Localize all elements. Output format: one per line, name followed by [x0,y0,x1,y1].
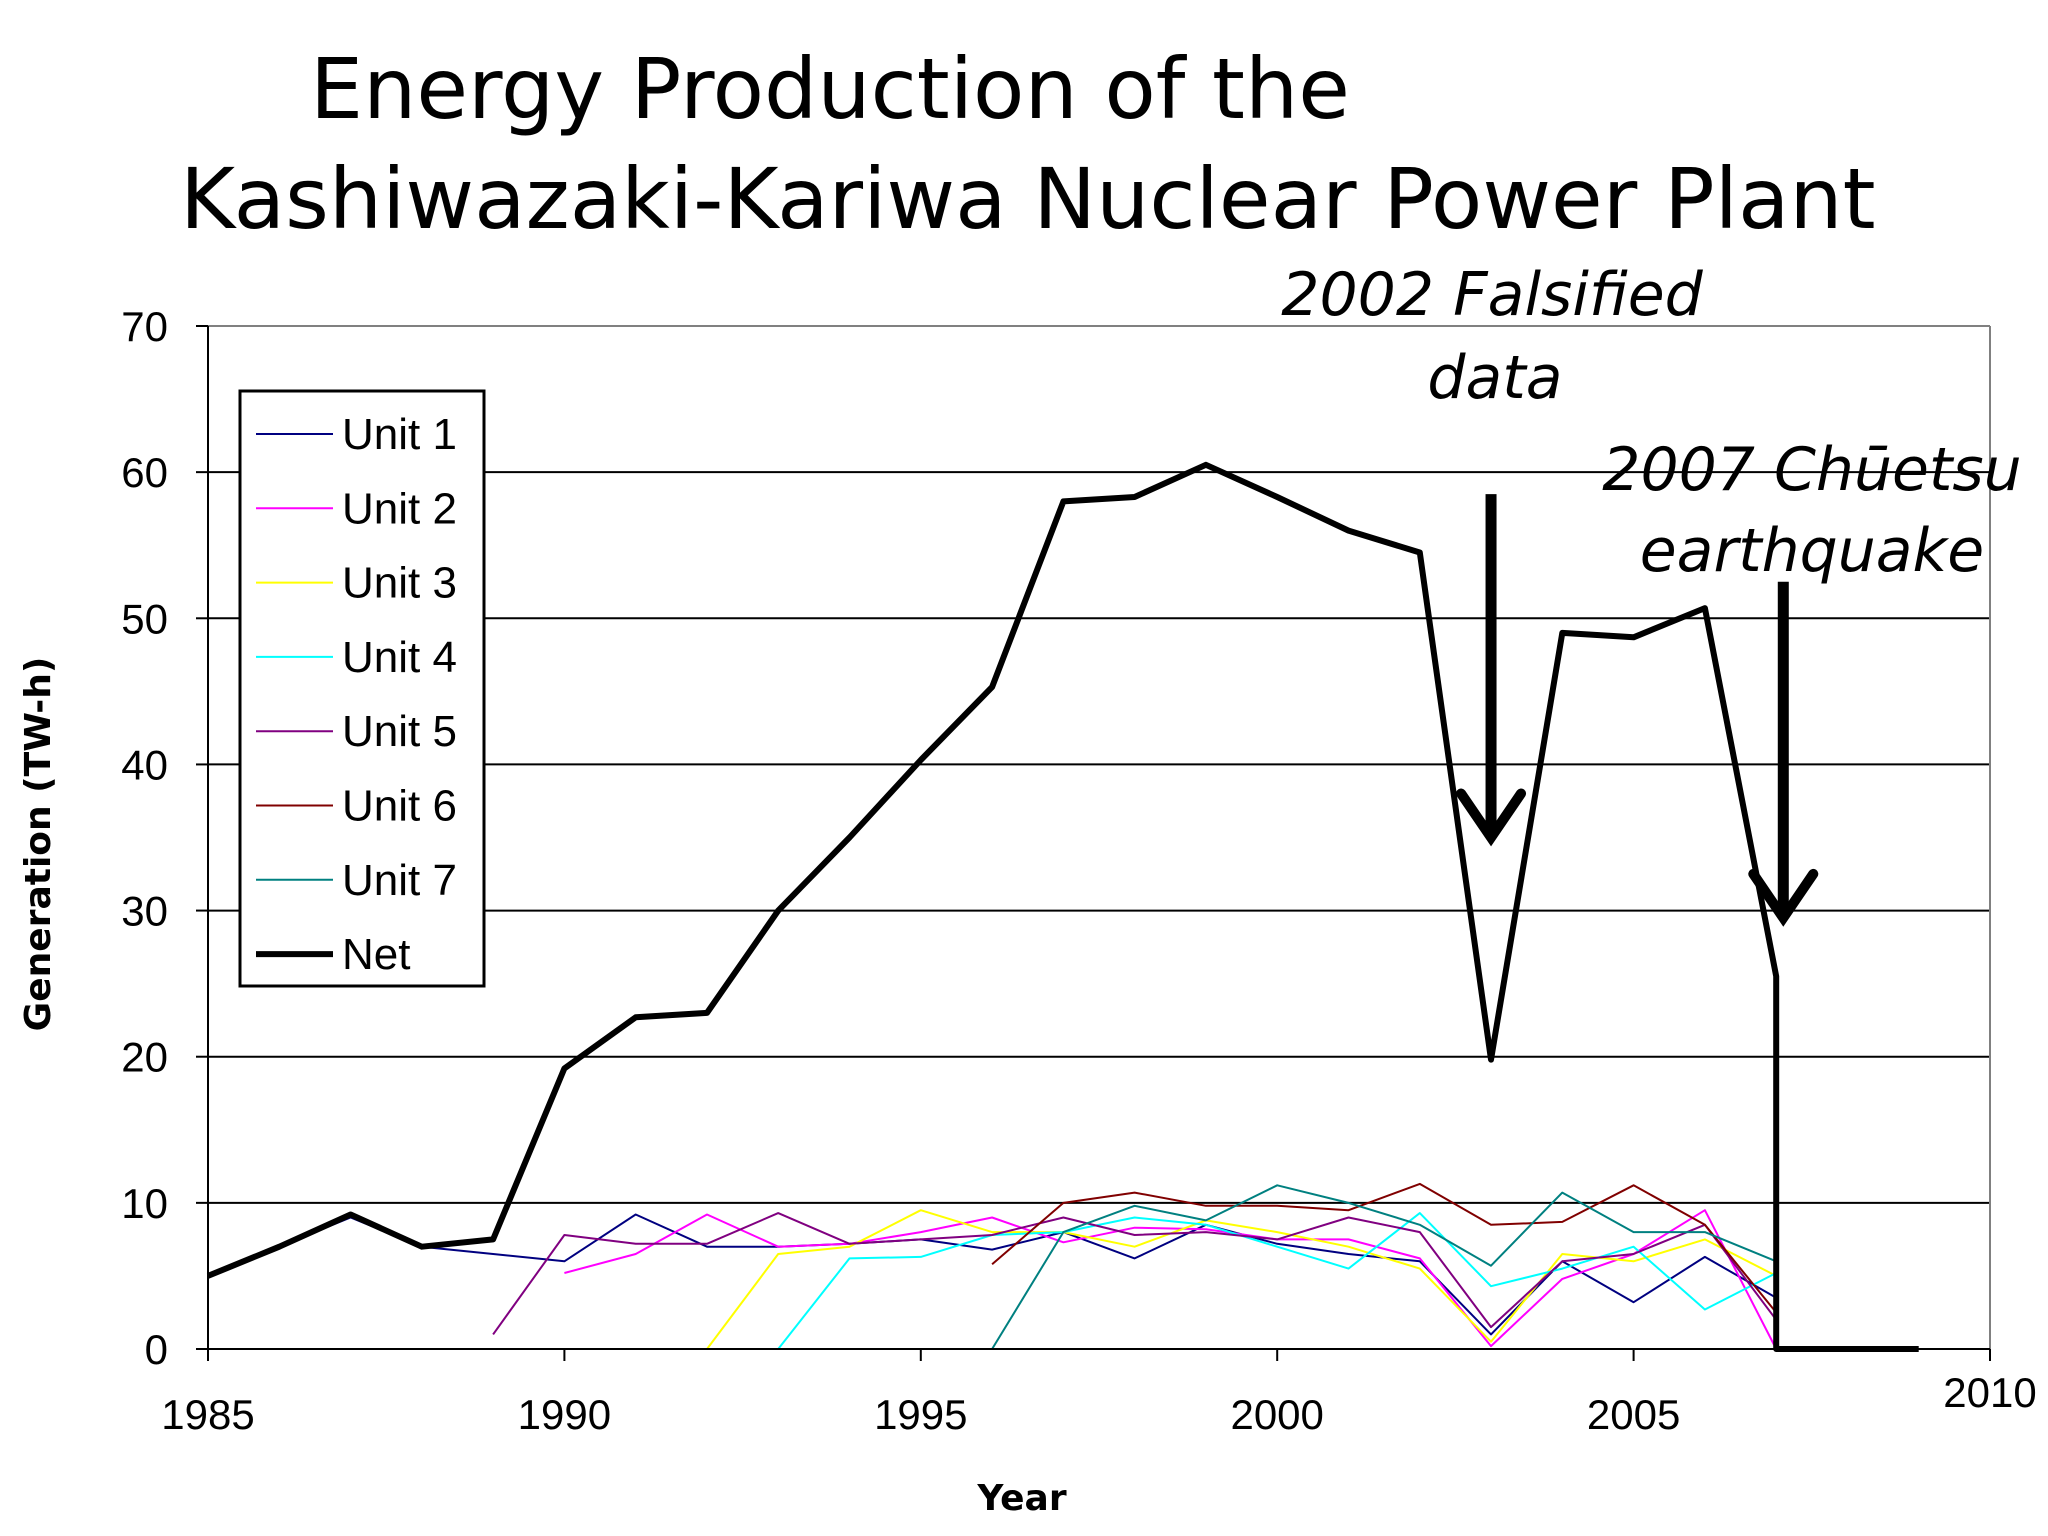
series-line-unit-1 [207,1213,1777,1336]
x-tick-label-2000: 2000 [1230,1391,1323,1438]
series-line-unit-7 [991,1184,1777,1350]
legend-label-unit-1: Unit 1 [342,410,457,459]
chart-title: Energy Production of the Kashiwazaki-Kar… [180,40,1876,248]
y-tick-label-0: 0 [145,1326,168,1373]
series-line-unit-3 [706,1209,1777,1350]
y-tick-label-60: 60 [121,449,168,496]
series-line-net [206,461,1919,1352]
legend-label-unit-5: Unit 5 [342,707,457,756]
legend-label-unit-7: Unit 7 [342,856,457,905]
legend-box [238,389,486,988]
legend-label-unit-3: Unit 3 [342,559,457,608]
series-line-unit-6 [991,1182,1777,1314]
y-tick-label-10: 10 [121,1180,168,1227]
annotation-text-2-line-2: earthquake [1640,516,1984,586]
series-lines [206,461,1919,1352]
y-tick-label-20: 20 [121,1034,168,1081]
legend-label-unit-4: Unit 4 [342,633,457,682]
chart-title-line-2: Kashiwazaki-Kariwa Nuclear Power Plant [180,150,1876,248]
x-tick-label-2005: 2005 [1587,1391,1680,1438]
y-tick-label-30: 30 [121,888,168,935]
x-tick-label-2010: 2010 [1943,1369,2036,1416]
annotation-text-1-line-2: data [1427,343,1562,413]
annotation-text-1-line-1: 2002 Falsified [1281,260,1703,330]
axes: 0 10 20 30 40 50 60 70 1985 1990 1995 2000 2005 2010 [121,303,2036,1438]
y-tick-label-40: 40 [121,741,168,788]
y-tick-label-70: 70 [121,303,168,350]
series-line-unit-4 [777,1212,1777,1350]
x-axis-label: Year [976,1478,1066,1519]
x-tick-label-1990: 1990 [518,1391,611,1438]
series-line-unit-5 [492,1212,1777,1335]
legend-label-unit-6: Unit 6 [342,782,457,831]
annotation-arrow-head-1 [1456,788,1527,847]
annotation-text-2-line-1: 2007 Chūetsu [1602,435,2021,505]
series-line-unit-2 [564,1209,1778,1350]
legend: Unit 1 Unit 2 Unit 3 Unit 4 Unit 5 Unit 6 Unit… [238,389,486,988]
legend-label-unit-2: Unit 2 [342,484,457,533]
x-tick-label-1985: 1985 [161,1391,254,1438]
chart-title-line-1: Energy Production of the [310,40,1350,138]
y-tick-label-50: 50 [121,595,168,642]
annotation-arrow-head-2 [1748,868,1819,927]
legend-label-net: Net [342,930,410,979]
grid-lines [208,325,1991,1349]
y-axis-label: Generation (TW-h) [18,657,59,1032]
x-tick-label-1995: 1995 [874,1391,967,1438]
annotations: 2002 Falsified data 2007 Chūetsu earthquake [1281,260,2022,927]
